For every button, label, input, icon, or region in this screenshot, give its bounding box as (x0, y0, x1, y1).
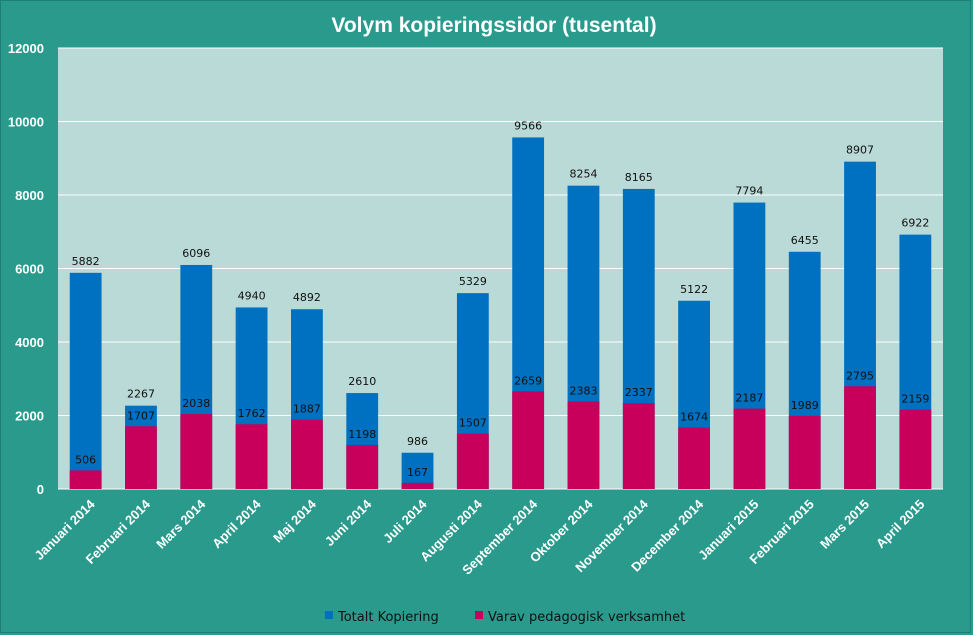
x-tick-label: Mars 2015 (817, 497, 872, 552)
x-tick-label: Maj 2014 (270, 496, 319, 545)
data-label-totalt: 5882 (72, 255, 100, 268)
data-label-totalt: 4892 (293, 291, 321, 304)
data-label-pedagogisk: 1707 (127, 409, 155, 422)
data-label-pedagogisk: 1198 (348, 428, 376, 441)
data-label-totalt: 6096 (182, 247, 210, 260)
data-label-totalt: 6922 (901, 217, 929, 230)
y-tick-label: 8000 (15, 188, 44, 203)
bar-varav-pedagogisk (567, 401, 600, 489)
data-label-pedagogisk: 2659 (514, 374, 542, 387)
data-label-totalt: 2610 (348, 375, 376, 388)
data-label-totalt: 5122 (680, 283, 708, 296)
data-label-pedagogisk: 2383 (569, 384, 597, 397)
y-tick-label: 10000 (8, 115, 44, 130)
y-axis: 0 2000 4000 6000 8000 10000 12000 (8, 41, 44, 497)
bars (69, 137, 932, 489)
bar-varav-pedagogisk (512, 391, 545, 489)
bar-varav-pedagogisk (678, 427, 710, 489)
data-label-totalt: 2267 (127, 388, 155, 401)
legend: Totalt Kopiering Varav pedagogisk verksa… (325, 610, 685, 625)
y-tick-label: 0 (37, 482, 44, 497)
bar-varav-pedagogisk (291, 419, 323, 489)
x-tick-label: Mars 2014 (153, 496, 209, 552)
legend-swatch-varav-pedagogisk (475, 611, 483, 619)
bar-varav-pedagogisk (844, 386, 876, 489)
data-label-pedagogisk: 1674 (680, 410, 708, 423)
data-label-totalt: 6455 (791, 234, 819, 247)
data-label-pedagogisk: 1887 (293, 403, 321, 416)
data-label-pedagogisk: 2795 (846, 369, 874, 382)
bar-varav-pedagogisk (69, 470, 102, 489)
bar-varav-pedagogisk (456, 433, 489, 489)
x-tick-label: April 2015 (873, 497, 928, 552)
legend-label-varav-pedagogisk: Varav pedagogisk verksamhet (488, 610, 685, 625)
data-label-totalt: 4940 (238, 289, 266, 302)
bar-varav-pedagogisk (346, 444, 379, 489)
data-label-pedagogisk: 1989 (791, 399, 819, 412)
bar-varav-pedagogisk (622, 403, 655, 489)
bar-varav-pedagogisk (180, 414, 213, 489)
chart-title: Volym kopieringssidor (tusental) (331, 14, 656, 37)
bar-varav-pedagogisk (235, 424, 268, 489)
data-label-pedagogisk: 1507 (459, 417, 487, 430)
data-label-pedagogisk: 2159 (901, 393, 929, 406)
y-tick-label: 2000 (15, 409, 44, 424)
data-label-totalt: 5329 (459, 275, 487, 288)
data-label-totalt: 986 (407, 435, 428, 448)
data-label-totalt: 8254 (569, 168, 597, 181)
y-tick-label: 12000 (8, 41, 44, 56)
data-label-pedagogisk: 2337 (625, 386, 653, 399)
data-label-totalt: 8907 (846, 144, 874, 157)
data-label-totalt: 7794 (735, 185, 763, 198)
legend-label-totalt-kopiering: Totalt Kopiering (337, 610, 439, 625)
x-tick-label: April 2014 (209, 496, 264, 551)
data-label-pedagogisk: 2187 (735, 392, 763, 405)
bar-varav-pedagogisk (401, 482, 434, 489)
legend-swatch-totalt-kopiering (325, 611, 333, 619)
data-labels: 5882 506 2267 1707 6096 2038 4940 1762 4892 1887 2… (72, 119, 930, 478)
x-tick-label: Juli 2014 (380, 496, 430, 546)
bar-varav-pedagogisk (788, 415, 821, 489)
data-label-totalt: 9566 (514, 119, 542, 132)
bar-totalt-kopiering (69, 272, 102, 489)
bar-varav-pedagogisk (733, 408, 766, 489)
y-tick-label: 6000 (15, 262, 44, 277)
x-tick-label: Juni 2014 (322, 496, 375, 549)
data-label-totalt: 8165 (625, 171, 653, 184)
data-label-pedagogisk: 506 (75, 453, 96, 466)
data-label-pedagogisk: 2038 (182, 397, 210, 410)
bar-varav-pedagogisk (899, 409, 932, 489)
data-label-pedagogisk: 167 (407, 466, 428, 479)
y-tick-label: 4000 (15, 335, 44, 350)
data-label-pedagogisk: 1762 (238, 407, 266, 420)
bar-varav-pedagogisk (125, 426, 157, 489)
